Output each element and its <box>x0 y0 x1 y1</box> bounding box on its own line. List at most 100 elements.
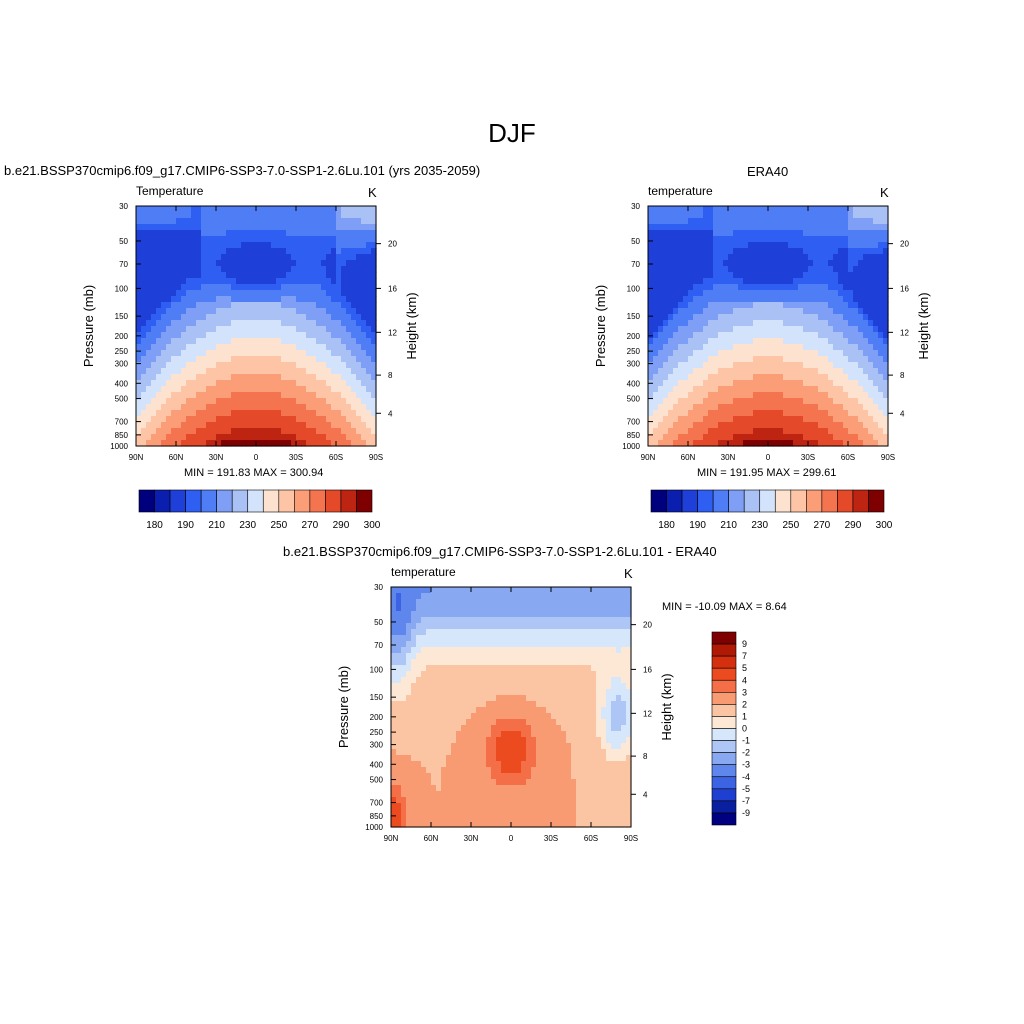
diff-cell <box>511 689 517 696</box>
model-cell <box>286 206 292 213</box>
diff-cell <box>456 611 462 618</box>
model-cell <box>161 374 167 381</box>
obs-cell <box>833 284 839 291</box>
model-cell <box>231 284 237 291</box>
model-ytick-label: 700 <box>115 418 129 427</box>
diff-cell <box>416 695 422 702</box>
model-cell <box>366 272 372 279</box>
model-cell <box>261 434 267 441</box>
model-cell <box>196 434 202 441</box>
obs-cell <box>848 254 854 261</box>
diff-cell <box>416 785 422 792</box>
model-cell <box>136 350 142 357</box>
model-cell <box>181 218 187 225</box>
obs-cell <box>808 290 814 297</box>
model-cell <box>236 332 242 339</box>
obs-cell <box>858 254 864 261</box>
diff-cell <box>446 725 452 732</box>
model-cell <box>266 380 272 387</box>
obs-cell <box>753 434 759 441</box>
model-cell <box>296 272 302 279</box>
obs-cell <box>718 284 724 291</box>
model-cell <box>141 272 147 279</box>
model-cell <box>321 398 327 405</box>
model-cell <box>231 212 237 219</box>
model-cell <box>196 260 202 267</box>
model-cell <box>201 266 207 273</box>
model-cell <box>166 308 172 315</box>
model-cell <box>241 290 247 297</box>
diff-cell <box>476 755 482 762</box>
obs-cell <box>723 422 729 429</box>
obs-cell <box>688 290 694 297</box>
model-cell <box>176 230 182 237</box>
obs-cell <box>698 254 704 261</box>
diff-cell <box>486 665 492 672</box>
obs-cell <box>658 248 664 255</box>
model-cell <box>351 416 357 423</box>
model-cell <box>226 260 232 267</box>
obs-cell <box>758 284 764 291</box>
obs-cell <box>693 308 699 315</box>
obs-cell <box>683 332 689 339</box>
model-cell <box>246 314 252 321</box>
model-cell <box>271 344 277 351</box>
model-cell <box>176 266 182 273</box>
model-cell <box>211 440 217 447</box>
obs-cell <box>803 224 809 231</box>
diff-cell <box>456 617 462 624</box>
model-cell <box>326 326 332 333</box>
model-cell <box>236 380 242 387</box>
obs-cell <box>713 308 719 315</box>
model-cell <box>296 248 302 255</box>
obs-cell <box>713 212 719 219</box>
obs-cell <box>713 422 719 429</box>
obs-cell <box>818 368 824 375</box>
model-cell <box>231 344 237 351</box>
model-cell <box>316 218 322 225</box>
obs-cell <box>823 212 829 219</box>
obs-cell <box>798 428 804 435</box>
model-cell <box>286 218 292 225</box>
obs-cell <box>708 284 714 291</box>
diff-cell <box>426 755 432 762</box>
obs-cell <box>708 326 714 333</box>
obs-cell <box>803 362 809 369</box>
obs-cell <box>688 254 694 261</box>
diff-cell <box>471 779 477 786</box>
model-cell <box>201 410 207 417</box>
model-cell <box>311 314 317 321</box>
model-cell <box>166 248 172 255</box>
model-cell <box>241 320 247 327</box>
obs-cell <box>698 212 704 219</box>
model-cell <box>276 308 282 315</box>
obs-cell <box>708 338 714 345</box>
obs-cell <box>743 248 749 255</box>
model-cell <box>336 434 342 441</box>
obs-cell <box>693 332 699 339</box>
obs-cell <box>673 392 679 399</box>
model-cell <box>256 380 262 387</box>
diff-cell <box>456 719 462 726</box>
obs-cell <box>683 296 689 303</box>
model-cell <box>361 368 367 375</box>
model-cell <box>171 308 177 315</box>
obs-cell <box>728 326 734 333</box>
model-cell <box>176 356 182 363</box>
var-label-obs: temperature <box>648 184 713 198</box>
diff-cell <box>501 647 507 654</box>
model-cell <box>371 344 377 351</box>
model-ytick-label: 150 <box>115 312 129 321</box>
diff-cell <box>426 779 432 786</box>
model-cell <box>336 338 342 345</box>
obs-cell <box>868 344 874 351</box>
obs-cell <box>693 260 699 267</box>
model-cell <box>241 374 247 381</box>
model-cell <box>356 410 362 417</box>
diff-cell <box>496 731 502 738</box>
obs-cell <box>668 296 674 303</box>
obs-cell <box>763 338 769 345</box>
obs-cell <box>843 266 849 273</box>
obs-cell <box>753 410 759 417</box>
diff-cell <box>436 809 442 816</box>
